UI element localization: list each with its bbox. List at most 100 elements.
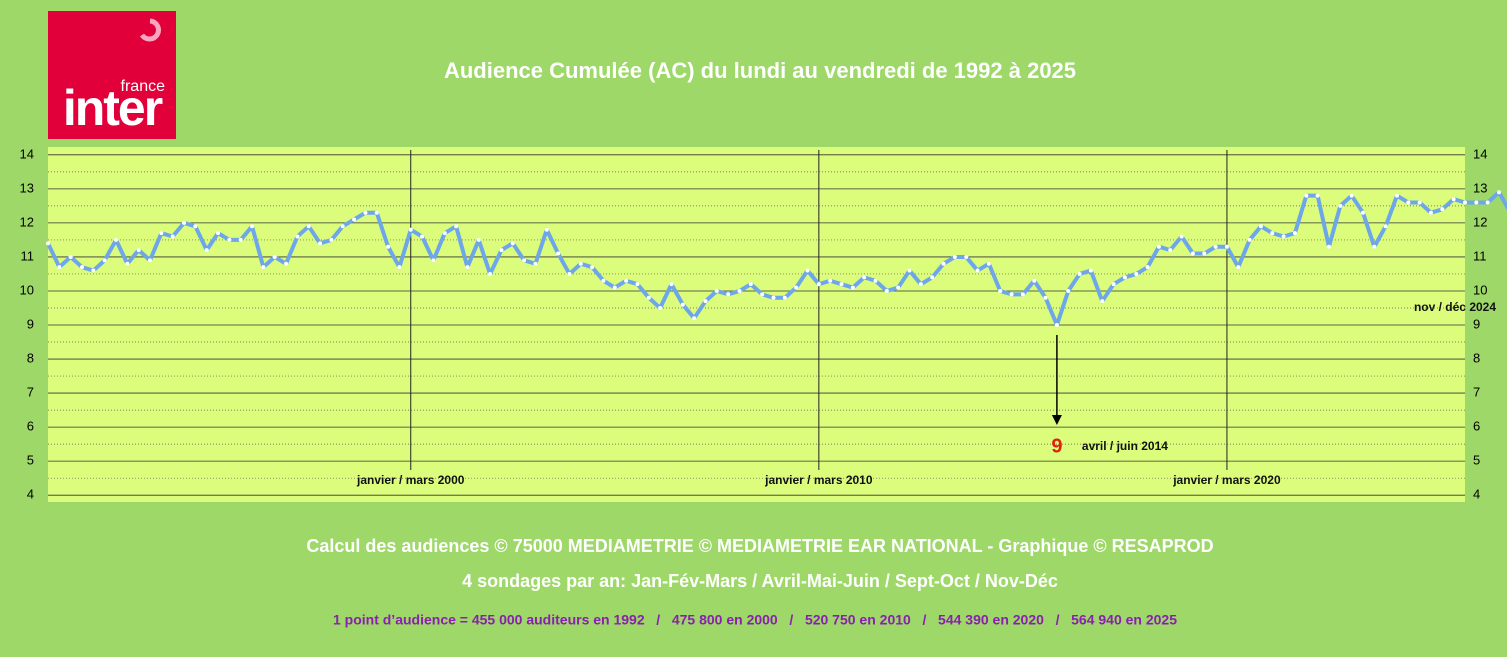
data-point — [896, 285, 901, 290]
data-point — [1304, 193, 1309, 198]
data-point — [1202, 251, 1207, 256]
y-tick-label: 6 — [27, 419, 34, 434]
y-tick-label-right: 11 — [1473, 248, 1487, 263]
data-point — [114, 237, 119, 242]
data-point — [964, 254, 969, 259]
data-point — [862, 275, 867, 280]
data-point — [125, 261, 130, 266]
data-point — [1032, 278, 1037, 283]
data-point — [952, 254, 957, 259]
plot-area — [48, 147, 1465, 502]
data-point — [680, 302, 685, 307]
data-point — [318, 241, 323, 246]
data-point — [578, 261, 583, 266]
y-tick-label: 4 — [27, 487, 34, 502]
data-point — [941, 261, 946, 266]
data-point — [1020, 292, 1025, 297]
data-point — [748, 282, 753, 287]
y-tick-label: 14 — [20, 146, 34, 161]
data-point — [1111, 282, 1116, 287]
data-point — [1066, 288, 1071, 293]
data-point — [1497, 190, 1502, 195]
data-point — [771, 295, 776, 300]
data-point — [363, 210, 368, 215]
y-tick-label: 9 — [27, 316, 34, 331]
x-tick-label: janvier / mars 2020 — [1172, 473, 1281, 487]
data-point — [227, 237, 232, 242]
data-point — [975, 268, 980, 273]
data-point — [1270, 231, 1275, 236]
data-point — [1213, 244, 1218, 249]
logo-big: inter — [63, 80, 163, 136]
data-point — [420, 234, 425, 239]
data-point — [159, 231, 164, 236]
y-tick-label-right: 4 — [1473, 487, 1480, 502]
data-point — [1406, 200, 1411, 205]
data-point — [669, 282, 674, 287]
data-point — [1292, 231, 1297, 236]
data-point — [1326, 244, 1331, 249]
data-point — [1224, 244, 1229, 249]
data-point — [1440, 207, 1445, 212]
data-point — [1088, 268, 1093, 273]
data-point — [839, 282, 844, 287]
data-point — [148, 258, 153, 263]
data-point — [193, 224, 198, 229]
data-point — [998, 288, 1003, 293]
data-point — [1134, 271, 1139, 276]
y-tick-label-right: 5 — [1473, 453, 1480, 468]
y-tick-label: 5 — [27, 453, 34, 468]
data-point — [624, 278, 629, 283]
data-point — [238, 237, 243, 242]
data-point — [794, 285, 799, 290]
data-point — [1168, 248, 1173, 253]
data-point — [828, 278, 833, 283]
data-point — [612, 285, 617, 290]
data-point — [544, 227, 549, 232]
data-point — [204, 248, 209, 253]
data-point — [442, 231, 447, 236]
chart-title: Audience Cumulée (AC) du lundi au vendre… — [444, 58, 1076, 83]
y-tick-label: 12 — [20, 214, 34, 229]
data-point — [1122, 275, 1127, 280]
data-point — [1054, 323, 1059, 328]
y-tick-label: 10 — [20, 282, 34, 297]
data-point — [805, 268, 810, 273]
data-point — [646, 295, 651, 300]
data-point — [1485, 200, 1490, 205]
data-point — [397, 265, 402, 270]
data-point — [284, 261, 289, 266]
data-point — [272, 254, 277, 259]
data-point — [692, 316, 697, 321]
data-point — [1179, 234, 1184, 239]
data-point — [930, 275, 935, 280]
data-point — [102, 258, 107, 263]
y-tick-label-right: 12 — [1473, 214, 1487, 229]
data-point — [1043, 295, 1048, 300]
data-point — [1383, 224, 1388, 229]
data-point — [476, 237, 481, 242]
data-point — [1009, 292, 1014, 297]
data-point — [760, 292, 765, 297]
data-point — [1145, 265, 1150, 270]
data-point — [1338, 203, 1343, 208]
data-point — [182, 220, 187, 225]
data-point — [1236, 265, 1241, 270]
data-point — [1417, 200, 1422, 205]
data-point — [986, 261, 991, 266]
logo-small: france — [121, 78, 166, 95]
y-tick-label: 7 — [27, 385, 34, 400]
data-point — [136, 248, 141, 253]
y-tick-label-right: 13 — [1473, 180, 1487, 195]
data-point — [522, 258, 527, 263]
logo — [48, 11, 176, 139]
data-point — [488, 271, 493, 276]
annotation: avril / juin 2014 — [1082, 439, 1168, 453]
data-point — [454, 224, 459, 229]
footer-line: 4 sondages par an: Jan-Fév-Mars / Avril-… — [462, 571, 1058, 591]
logo-icon — [139, 18, 161, 42]
data-point — [714, 288, 719, 293]
y-tick-label: 11 — [21, 248, 35, 263]
x-tick-label: janvier / mars 2010 — [764, 473, 873, 487]
